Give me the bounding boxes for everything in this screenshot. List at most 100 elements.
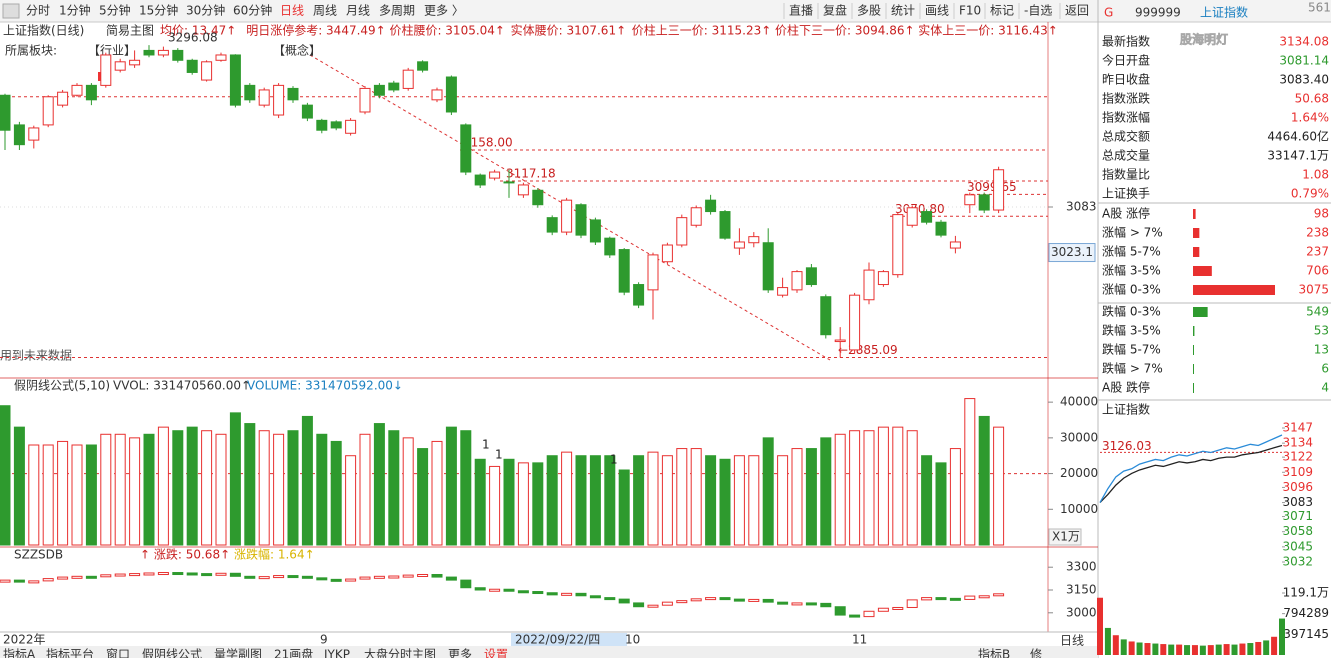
bottom-tab[interactable]: 假阴线公式 [142,648,202,658]
sub-candle [229,572,241,577]
candle-body [532,189,544,206]
quote-value: 0.79% [1291,187,1329,201]
candle-body [287,87,299,101]
volume-bar [964,398,976,546]
tool-button[interactable]: 画线 [925,4,949,18]
sub-candle [892,606,904,610]
bottom-tab[interactable]: 指标B [978,647,1010,658]
date-label: 9 [320,633,328,647]
sub-candle [388,575,400,579]
date-label: 2022年 [3,633,46,647]
sub-candle [460,579,472,589]
sub-candle [186,572,198,576]
industry-link[interactable]: 【行业】 [88,44,136,58]
volume-bar [546,455,558,546]
quote-label: 总成交量 [1102,148,1150,163]
bottom-tab[interactable]: 窗口 [106,648,130,658]
sub-candle [661,601,673,606]
candle-body [13,124,25,146]
volume-bar [604,455,616,546]
template-label[interactable]: 简易主图 [106,24,154,38]
candle-body [705,199,717,213]
period-tab[interactable]: 分时 [26,4,50,18]
sub-candle [503,588,515,592]
volume-bar [777,455,789,546]
candle-body [258,89,270,106]
volume-bar [402,437,414,546]
mini-vol-bar [1144,643,1151,655]
candle-body [978,194,990,211]
sub-candle [489,588,501,592]
bottom-tab[interactable]: 修 [1030,647,1042,658]
breadth-bar [1193,326,1195,336]
bottom-tab[interactable]: 设置 [484,648,508,658]
sub-candle [964,595,976,600]
sub-candle [57,576,69,580]
indicator-value: 价柱下三一价: 3094.86↑ [775,23,915,38]
volume-bar [129,437,141,546]
period-tab[interactable]: 多周期 [379,4,415,18]
period-tab[interactable]: 更多 〉 [424,4,464,18]
quote-label: 总成交额 [1102,129,1150,144]
mini-vol-bar [1247,643,1254,655]
tool-button[interactable]: 标记 [990,4,1014,18]
sub-tick-label: 3000 [1066,605,1097,619]
bottom-tab[interactable]: 更多 [448,648,472,658]
candle-body [604,237,616,256]
volume-unit: X1万 [1052,530,1080,544]
period-tab[interactable]: 月线 [346,4,370,18]
bottom-tab[interactable]: 指标A [3,647,36,658]
candle-body [964,194,976,206]
concept-link[interactable]: 【概念】 [273,43,321,58]
period-tab[interactable]: 60分钟 [233,3,272,18]
bottom-tab[interactable]: 21画盘 [274,647,313,658]
period-tab[interactable]: 15分钟 [139,3,178,18]
breadth-label: A股 跌停 [1102,380,1150,395]
volume-bar [474,458,486,546]
candle-body [28,127,40,141]
menu-icon[interactable] [2,3,20,19]
quote-value: 33147.1万 [1267,149,1329,163]
period-tab[interactable]: 5分钟 [99,3,131,18]
tool-button[interactable]: 多股 [857,4,881,18]
mini-vol-bar [1104,627,1111,655]
sub-candle [0,579,11,583]
mini-tick-label: 3147 [1282,420,1313,434]
candle-body [215,54,227,61]
tool-button[interactable]: F10 [959,4,981,18]
bottom-tab[interactable]: 量学副图 [214,647,262,658]
mini-tick-label: 3045 [1282,539,1313,553]
quote-value: 3083.40 [1279,73,1329,87]
sub-tick-label: 3150 [1066,583,1097,597]
breadth-value: 4 [1321,381,1329,395]
volume-bar [733,455,745,546]
tool-button[interactable]: -自选 [1024,4,1052,18]
period-tab[interactable]: 30分钟 [186,3,225,18]
indicator-value: 实体上三一价: 3116.43↑ [918,23,1058,38]
tool-button[interactable]: 统计 [891,4,915,18]
volume-bar [949,448,961,546]
candle-body [993,169,1005,211]
chart-title: 上证指数(日线) [3,23,84,38]
period-label: 日线 [1060,634,1084,648]
tool-button[interactable]: 复盘 [823,3,847,18]
mini-ref-label: 3126.03 [1102,439,1152,453]
tool-button[interactable]: 返回 [1065,4,1089,18]
candle-body [373,84,385,96]
tool-button[interactable]: 直播 [789,4,813,18]
period-tab[interactable]: 周线 [313,4,337,18]
mini-vol-tick-label: 794289 [1283,606,1329,620]
period-tab[interactable]: 日线 [280,4,304,18]
volume-bar [877,426,889,546]
bottom-tab[interactable]: 指标平台 [46,647,94,658]
sub-candle [143,572,155,576]
watermark: 股海明灯 [1180,32,1228,47]
quote-label: 今日开盘 [1102,53,1150,68]
candle-body [647,254,659,291]
bottom-tab[interactable]: JYKP [323,648,350,658]
period-tab[interactable]: 1分钟 [59,3,91,18]
candle-body [244,84,256,101]
quote-extra: 561 [1308,1,1331,15]
reference-label: 3117.18 [506,167,556,181]
bottom-tab[interactable]: 大盘分时主图 [364,647,436,658]
